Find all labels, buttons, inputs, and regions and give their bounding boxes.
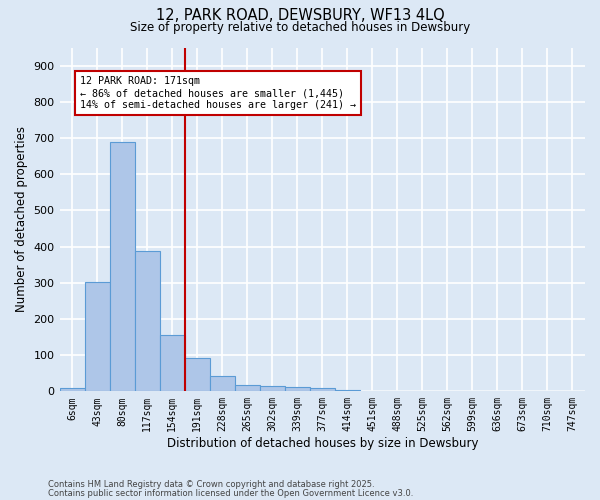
Bar [285,387,310,392]
Bar [310,388,335,392]
X-axis label: Distribution of detached houses by size in Dewsbury: Distribution of detached houses by size … [167,437,478,450]
Text: 12, PARK ROAD, DEWSBURY, WF13 4LQ: 12, PARK ROAD, DEWSBURY, WF13 4LQ [155,8,445,22]
Bar [185,358,209,392]
Bar [160,334,185,392]
Text: Contains HM Land Registry data © Crown copyright and database right 2025.: Contains HM Land Registry data © Crown c… [48,480,374,489]
Bar [110,142,134,392]
Bar [85,282,110,392]
Text: Size of property relative to detached houses in Dewsbury: Size of property relative to detached ho… [130,21,470,34]
Bar [260,386,285,392]
Y-axis label: Number of detached properties: Number of detached properties [15,126,28,312]
Text: 12 PARK ROAD: 171sqm
← 86% of detached houses are smaller (1,445)
14% of semi-de: 12 PARK ROAD: 171sqm ← 86% of detached h… [80,76,356,110]
Bar [235,385,260,392]
Bar [59,388,85,392]
Bar [209,376,235,392]
Bar [335,390,360,392]
Bar [134,251,160,392]
Text: Contains public sector information licensed under the Open Government Licence v3: Contains public sector information licen… [48,488,413,498]
